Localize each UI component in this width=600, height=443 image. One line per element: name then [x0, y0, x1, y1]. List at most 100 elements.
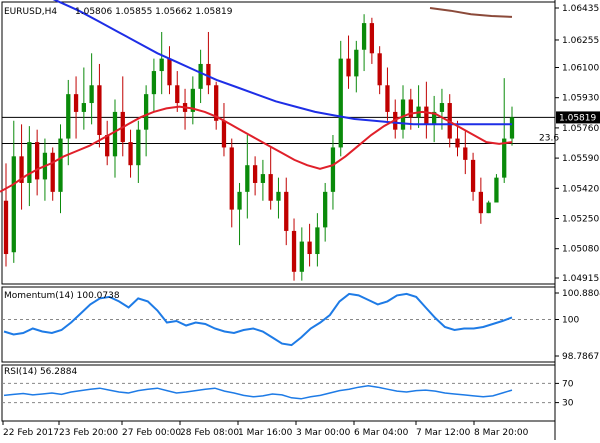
candle[interactable] — [416, 85, 421, 128]
candle[interactable] — [354, 40, 359, 93]
candle[interactable] — [432, 95, 437, 143]
candle[interactable] — [252, 156, 258, 196]
candle-body — [143, 94, 149, 130]
candle[interactable] — [136, 120, 141, 183]
candles-layer[interactable] — [3, 14, 515, 281]
candle-body — [81, 103, 86, 112]
candle[interactable] — [128, 129, 133, 178]
candle[interactable] — [198, 49, 203, 104]
candle[interactable] — [284, 177, 289, 246]
candle[interactable] — [315, 213, 320, 267]
candle[interactable] — [478, 177, 484, 224]
candle[interactable] — [81, 67, 86, 130]
price-label: 1.05930 — [562, 94, 599, 104]
candle[interactable] — [190, 76, 195, 125]
candle[interactable] — [89, 53, 94, 125]
price-label: 1.05760 — [562, 124, 599, 134]
candle[interactable] — [221, 103, 227, 157]
candle-body — [424, 106, 429, 125]
candle[interactable] — [330, 135, 336, 210]
candle[interactable] — [27, 126, 32, 207]
candle[interactable] — [369, 17, 375, 64]
candle[interactable] — [307, 223, 312, 267]
panel-frame-1 — [1, 1, 556, 285]
candle-body — [237, 191, 242, 210]
candle[interactable] — [486, 200, 491, 214]
candle-body — [105, 135, 110, 157]
candle[interactable] — [276, 177, 281, 219]
candle-body — [284, 191, 289, 231]
candle[interactable] — [97, 63, 102, 148]
candle[interactable] — [167, 46, 172, 95]
candle[interactable] — [42, 138, 48, 201]
candle[interactable] — [260, 159, 266, 201]
candle[interactable] — [385, 67, 390, 121]
candle[interactable] — [237, 182, 242, 246]
candle[interactable] — [509, 106, 515, 146]
candle-body — [128, 142, 133, 166]
candle[interactable] — [245, 135, 250, 219]
candle-body — [198, 63, 203, 89]
candle[interactable] — [377, 46, 382, 95]
price-axis: 1.06435 1.06255 1.06100 1.05930 1.05760 1.055… — [555, 4, 600, 409]
candle[interactable] — [34, 129, 40, 196]
rsi-label: 70 — [562, 379, 574, 389]
candle-body — [478, 191, 484, 214]
candle-body — [245, 165, 250, 192]
candle[interactable] — [58, 124, 63, 214]
candle-body — [3, 200, 9, 255]
candle[interactable] — [229, 138, 234, 228]
candle[interactable] — [66, 79, 71, 166]
candle-body — [151, 71, 157, 95]
candle[interactable] — [151, 58, 157, 112]
candle[interactable] — [400, 85, 406, 139]
candle[interactable] — [73, 76, 79, 139]
time-label: 27 Feb 00:00 — [122, 428, 181, 438]
candle-body — [97, 85, 102, 136]
candle[interactable] — [470, 152, 476, 201]
candle[interactable] — [268, 147, 273, 210]
candle[interactable] — [120, 76, 125, 157]
candle[interactable] — [346, 35, 351, 89]
candle[interactable] — [299, 227, 304, 281]
candle-body — [11, 156, 16, 253]
candle[interactable] — [112, 99, 118, 178]
indicator-lines — [0, 0, 513, 400]
price-label: 1.06255 — [562, 36, 599, 46]
candle[interactable] — [159, 31, 164, 95]
candle-body — [50, 152, 55, 192]
candle[interactable] — [143, 85, 149, 157]
candle-body — [175, 85, 180, 104]
candle-body — [346, 58, 351, 77]
last-price-box — [556, 111, 600, 124]
candle[interactable] — [338, 40, 343, 157]
candle[interactable] — [291, 218, 297, 281]
candle[interactable] — [105, 120, 110, 166]
candle[interactable] — [408, 88, 413, 130]
candle[interactable] — [323, 182, 328, 242]
candle[interactable] — [361, 14, 367, 72]
candle-body — [455, 138, 460, 148]
candle[interactable] — [214, 81, 219, 130]
candle-body — [361, 23, 367, 50]
candle[interactable] — [3, 163, 9, 267]
candle-body — [73, 94, 79, 112]
candle[interactable] — [463, 131, 468, 175]
candle[interactable] — [502, 78, 507, 183]
candle[interactable] — [182, 88, 188, 130]
candle[interactable] — [11, 120, 16, 263]
candle-body — [276, 191, 281, 201]
momentum-line — [3, 292, 513, 347]
candle[interactable] — [439, 88, 445, 130]
candle-body — [369, 23, 375, 54]
candle-body — [260, 174, 266, 183]
candle-body — [136, 129, 141, 166]
candle[interactable] — [19, 124, 24, 210]
candle[interactable] — [424, 81, 429, 139]
candle[interactable] — [50, 147, 55, 201]
candle[interactable] — [206, 31, 211, 95]
candle[interactable] — [494, 174, 499, 203]
candle-body — [470, 159, 476, 192]
candle[interactable] — [175, 71, 180, 112]
sma-long-line — [52, 0, 512, 126]
